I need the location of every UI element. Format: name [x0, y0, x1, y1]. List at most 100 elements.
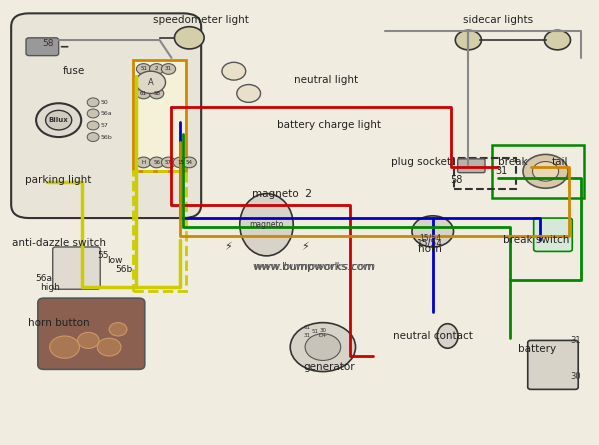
- Circle shape: [46, 110, 72, 130]
- Circle shape: [78, 332, 99, 348]
- Text: ⚡: ⚡: [301, 242, 309, 252]
- Text: 55: 55: [98, 251, 109, 260]
- Text: tail: tail: [552, 158, 568, 167]
- Text: 61: 61: [303, 324, 310, 330]
- Ellipse shape: [437, 324, 458, 348]
- Text: fuse: fuse: [62, 66, 84, 76]
- Bar: [492, 145, 584, 198]
- Text: neutral contact: neutral contact: [393, 331, 473, 341]
- Text: horn: horn: [418, 244, 441, 254]
- Circle shape: [150, 64, 164, 74]
- Circle shape: [455, 30, 482, 50]
- Text: 15/54: 15/54: [419, 234, 441, 243]
- Circle shape: [174, 27, 204, 49]
- Text: 56a: 56a: [35, 274, 52, 283]
- Text: 31: 31: [165, 66, 172, 72]
- Text: 58: 58: [42, 39, 54, 48]
- Bar: [133, 171, 186, 291]
- Text: 57: 57: [165, 160, 172, 165]
- Circle shape: [87, 109, 99, 118]
- Text: 61: 61: [140, 91, 147, 96]
- Text: battery: battery: [518, 344, 556, 354]
- Circle shape: [109, 323, 127, 336]
- Text: Bilux: Bilux: [49, 117, 68, 123]
- Text: 50: 50: [100, 100, 108, 105]
- Text: 58: 58: [450, 175, 462, 185]
- Text: 2: 2: [304, 189, 311, 198]
- Text: break switch: break switch: [504, 235, 570, 245]
- Text: H: H: [141, 160, 146, 165]
- Circle shape: [182, 157, 196, 168]
- Circle shape: [533, 162, 559, 181]
- Text: ⚡: ⚡: [224, 242, 232, 252]
- Text: 15/54: 15/54: [417, 238, 443, 247]
- Text: 31: 31: [303, 333, 310, 339]
- Text: battery charge light: battery charge light: [277, 120, 381, 129]
- Circle shape: [150, 157, 164, 168]
- Text: D+: D+: [319, 333, 328, 339]
- Text: 31: 31: [495, 166, 507, 176]
- Text: generator: generator: [303, 362, 355, 372]
- Circle shape: [305, 334, 341, 360]
- FancyBboxPatch shape: [534, 218, 572, 251]
- Text: magneto: magneto: [252, 189, 299, 198]
- Text: break: break: [498, 158, 528, 167]
- Circle shape: [161, 64, 176, 74]
- Circle shape: [136, 71, 165, 93]
- Text: 56a: 56a: [100, 111, 112, 116]
- FancyBboxPatch shape: [458, 159, 485, 173]
- Circle shape: [412, 216, 453, 247]
- Text: 56: 56: [153, 160, 160, 165]
- FancyBboxPatch shape: [38, 298, 145, 369]
- Text: horn button: horn button: [28, 318, 89, 328]
- Text: 30: 30: [570, 372, 580, 380]
- Text: 56b: 56b: [116, 265, 132, 274]
- Bar: [453, 158, 516, 189]
- Text: 15: 15: [177, 160, 184, 165]
- Circle shape: [137, 88, 151, 99]
- Text: speedometer light: speedometer light: [153, 15, 249, 25]
- FancyBboxPatch shape: [26, 38, 59, 56]
- Text: 54: 54: [186, 160, 193, 165]
- Circle shape: [137, 157, 151, 168]
- Text: anti-dazzle switch: anti-dazzle switch: [11, 238, 105, 247]
- Circle shape: [36, 103, 81, 137]
- Text: 2: 2: [155, 66, 158, 72]
- Circle shape: [87, 121, 99, 130]
- Text: 58: 58: [153, 91, 160, 96]
- Circle shape: [97, 338, 121, 356]
- Circle shape: [50, 336, 80, 358]
- Text: 51: 51: [311, 329, 319, 334]
- FancyBboxPatch shape: [53, 247, 100, 289]
- Text: 30: 30: [320, 328, 327, 333]
- Circle shape: [87, 133, 99, 142]
- Circle shape: [523, 154, 568, 188]
- Circle shape: [222, 62, 246, 80]
- Text: 56b: 56b: [100, 134, 112, 140]
- FancyBboxPatch shape: [528, 340, 578, 389]
- Circle shape: [150, 88, 164, 99]
- Text: low: low: [107, 256, 123, 265]
- Circle shape: [137, 64, 151, 74]
- Text: neutral light: neutral light: [294, 75, 358, 85]
- Text: 31: 31: [570, 336, 580, 345]
- Text: parking light: parking light: [26, 175, 92, 185]
- Text: 57: 57: [100, 123, 108, 128]
- Text: sidecar lights: sidecar lights: [463, 15, 533, 25]
- Text: 51: 51: [140, 66, 147, 72]
- Circle shape: [291, 323, 356, 372]
- Circle shape: [161, 157, 176, 168]
- Circle shape: [544, 30, 570, 50]
- Text: A: A: [148, 78, 153, 87]
- Text: www.bumpworks.com: www.bumpworks.com: [253, 262, 375, 272]
- Text: plug socket: plug socket: [391, 158, 451, 167]
- FancyBboxPatch shape: [11, 13, 201, 218]
- Circle shape: [87, 98, 99, 107]
- Bar: [133, 60, 186, 171]
- Ellipse shape: [240, 194, 293, 256]
- Text: magneto: magneto: [249, 220, 283, 229]
- Circle shape: [173, 157, 187, 168]
- Text: www.bumpworks.com: www.bumpworks.com: [253, 262, 375, 272]
- Text: high: high: [40, 283, 60, 291]
- Circle shape: [237, 85, 261, 102]
